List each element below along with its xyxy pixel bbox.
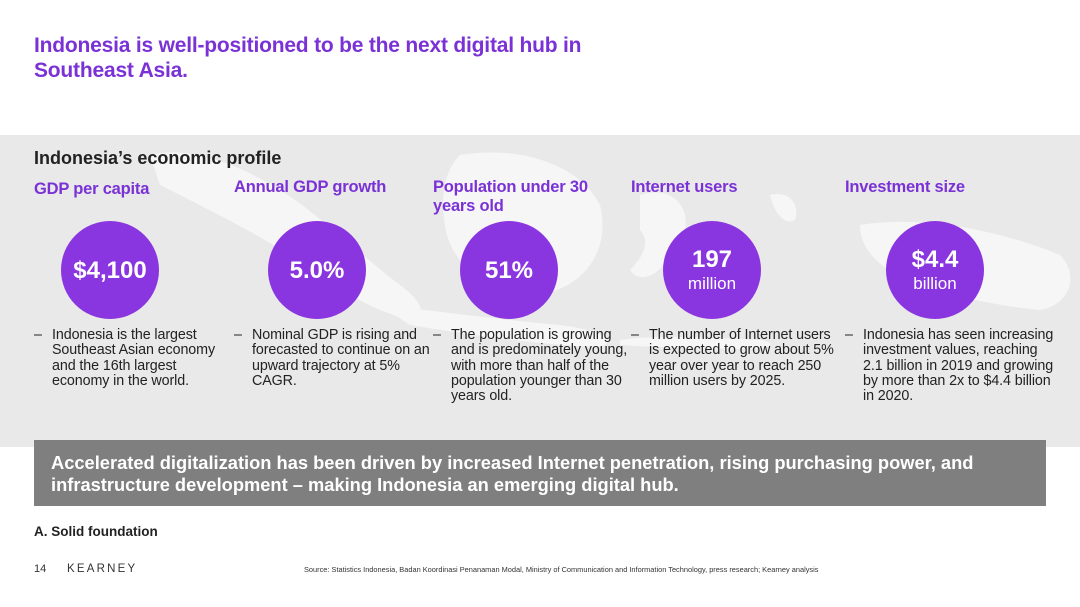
- metric-circle-investment: $4.4 billion: [886, 221, 984, 319]
- section-label: A. Solid foundation: [34, 524, 158, 539]
- metric-description-gdp-growth: – Nominal GDP is rising and forecasted t…: [234, 327, 432, 389]
- section-subtitle: Indonesia’s economic profile: [34, 148, 282, 168]
- metric-value: 197: [691, 246, 733, 273]
- metric-description-gdp-per-capita: – Indonesia is the largest Southeast Asi…: [34, 327, 228, 389]
- metric-unit: billion: [913, 274, 957, 293]
- source-note: Source: Statistics Indonesia, Badan Koor…: [304, 565, 819, 574]
- metric-label-population: Population under 30 years old: [433, 178, 588, 215]
- metric-value: 51%: [484, 256, 534, 284]
- metric-value: $4.4: [911, 246, 959, 273]
- kearney-logo: KEARNEY: [67, 563, 138, 575]
- bullet-dash: –: [845, 327, 853, 343]
- description-text: Nominal GDP is rising and forecasted to …: [252, 327, 430, 389]
- description-text: The number of Internet users is expected…: [649, 327, 834, 389]
- metric-value: $4,100: [73, 256, 147, 284]
- metric-description-internet-users: – The number of Internet users is expect…: [631, 327, 834, 389]
- metric-circle-gdp-growth: 5.0%: [268, 221, 366, 319]
- metric-description-population: – The population is growing and is predo…: [433, 327, 631, 405]
- metric-unit: million: [687, 274, 737, 293]
- page-title: Indonesia is well-positioned to be the n…: [34, 34, 582, 82]
- page-number: 14: [34, 563, 47, 575]
- metric-circle-gdp-per-capita: $4,100: [61, 221, 159, 319]
- bullet-dash: –: [34, 327, 42, 343]
- metric-circle-population: 51%: [460, 221, 558, 319]
- metric-label-investment: Investment size: [845, 178, 965, 196]
- description-text: The population is growing and is predomi…: [451, 327, 628, 405]
- description-text: Indonesia has seen increasing investment…: [863, 327, 1054, 405]
- metric-description-investment: – Indonesia has seen increasing investme…: [845, 327, 1055, 405]
- metric-label-gdp-growth: Annual GDP growth: [234, 178, 387, 196]
- bullet-dash: –: [631, 327, 639, 343]
- metric-label-internet-users: Internet users: [631, 178, 738, 196]
- key-takeaway-banner: Accelerated digitalization has been driv…: [34, 440, 1046, 506]
- bullet-dash: –: [433, 327, 441, 343]
- bullet-dash: –: [234, 327, 242, 343]
- metric-label-gdp-per-capita: GDP per capita: [34, 180, 150, 198]
- description-text: Indonesia is the largest Southeast Asian…: [52, 327, 216, 389]
- metric-value: 5.0%: [289, 256, 345, 284]
- metric-circle-internet-users: 197 million: [663, 221, 761, 319]
